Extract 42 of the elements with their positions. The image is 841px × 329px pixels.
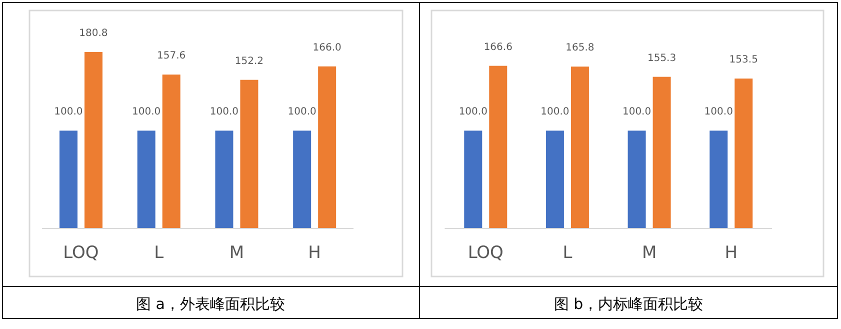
data-label: 100.0	[132, 106, 161, 118]
bar	[710, 130, 728, 228]
bar	[734, 78, 753, 228]
bar	[59, 130, 78, 228]
text: 图 a，外表峰面积比较	[136, 295, 285, 313]
data-label: 157.6	[157, 50, 186, 62]
bar	[570, 66, 589, 228]
data-label: 100.0	[288, 106, 316, 118]
x-tick-label: L	[154, 243, 164, 263]
x-tick-label: M	[229, 243, 244, 263]
bar	[293, 130, 312, 228]
bar	[137, 130, 156, 228]
data-label: 100.0	[704, 106, 733, 118]
data-label: 152.2	[234, 56, 264, 67]
bar	[162, 74, 180, 228]
data-label: 100.0	[540, 106, 570, 118]
bar	[652, 76, 671, 228]
x-tick-label: LOQ	[63, 243, 99, 263]
data-label: 155.3	[647, 52, 676, 64]
bar	[464, 130, 482, 228]
bar	[489, 66, 508, 228]
data-label: 153.5	[729, 54, 758, 66]
text: 图 b，内标峰面积比较	[554, 295, 704, 313]
data-label: 100.0	[210, 106, 239, 118]
bar	[84, 52, 102, 228]
bar	[215, 130, 234, 228]
x-tick-label: H	[308, 243, 321, 263]
x-tick-label: H	[724, 243, 738, 263]
bar	[628, 130, 646, 228]
data-label: 100.0	[458, 106, 488, 118]
data-label: 166.0	[312, 42, 342, 54]
data-label: 166.6	[484, 42, 512, 53]
x-tick-label: L	[562, 243, 573, 263]
data-label: 165.8	[566, 42, 594, 54]
data-label: 100.0	[622, 106, 652, 118]
bar	[240, 80, 258, 228]
bar	[318, 66, 336, 228]
bar	[546, 130, 564, 228]
x-tick-label: M	[642, 243, 657, 263]
data-label: 100.0	[54, 106, 83, 118]
x-tick-label: LOQ	[468, 243, 504, 263]
data-label: 180.8	[79, 28, 108, 39]
